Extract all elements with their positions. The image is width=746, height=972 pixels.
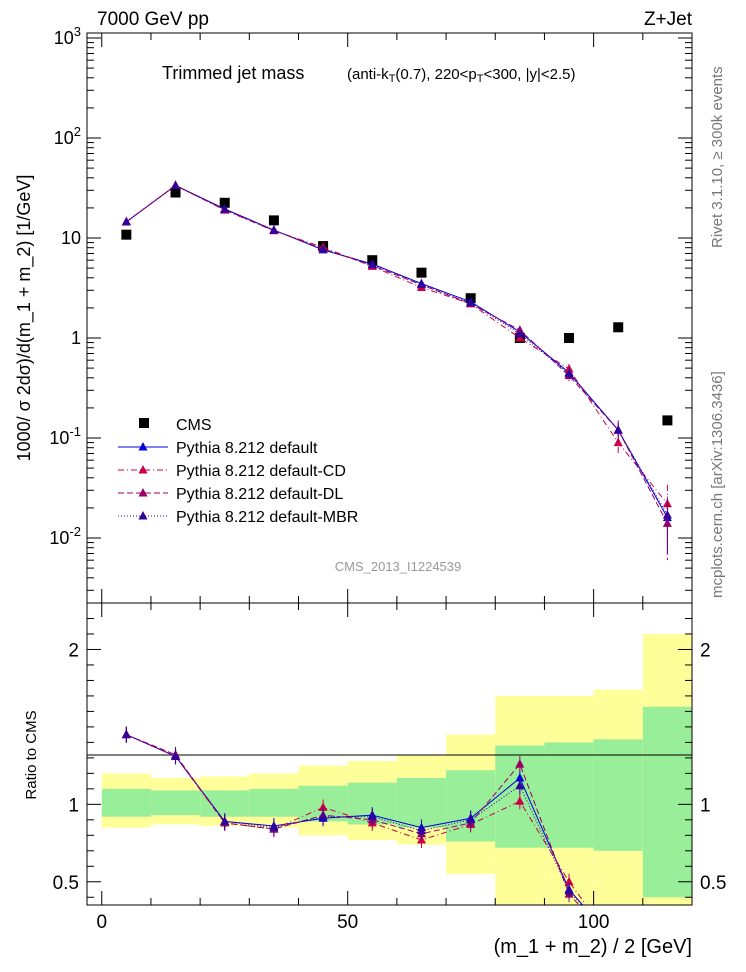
mc-point-triangle <box>367 259 377 268</box>
y-tick-label: 1 <box>71 328 81 348</box>
side-note-mcplots: mcplots.cern.ch [arXiv:1306.3436] <box>709 371 726 598</box>
data-point-square <box>219 197 230 208</box>
main-series <box>121 180 673 561</box>
green-band-bin <box>200 790 250 817</box>
mc-point-triangle <box>121 216 131 226</box>
y-tick-label: 10-1 <box>49 424 81 448</box>
ratio-point <box>121 729 131 739</box>
data-point-square <box>662 415 673 426</box>
ratio-y-tick-label: 1 <box>68 795 79 816</box>
ratio-y-axis-label: Ratio to CMS <box>23 710 40 799</box>
series-line <box>126 184 668 518</box>
mc-point-triangle <box>416 279 426 288</box>
ratio-point <box>367 811 377 821</box>
ratio-point <box>564 886 574 895</box>
ratio-frame <box>86 602 693 906</box>
side-note-rivet: Rivet 3.1.10, ≥ 300k events <box>709 66 726 248</box>
legend-label: Pythia 8.212 default-DL <box>176 486 343 503</box>
x-tick-label: 0 <box>96 912 107 933</box>
ratio-y-tick-label: 0.5 <box>53 873 79 894</box>
x-tick-label: 50 <box>337 912 358 933</box>
series-line <box>126 184 668 505</box>
legend-label: Pythia 8.212 default <box>176 440 318 457</box>
green-band-bin <box>544 742 594 848</box>
legend-label: Pythia 8.212 default-CD <box>176 463 346 480</box>
plot-subtitle: (anti-kT(0.7), 220<pT<300, |y|<2.5) <box>347 66 576 85</box>
green-band-bin <box>101 788 151 817</box>
ratio-point <box>171 751 181 760</box>
green-band-bin <box>150 790 201 816</box>
ratio-point <box>466 814 476 824</box>
process-label: Z+Jet <box>644 9 693 30</box>
mc-point-triangle <box>171 180 181 189</box>
mc-point-triangle <box>564 368 574 378</box>
x-tick-label: 100 <box>578 912 610 933</box>
ratio-line <box>126 734 584 905</box>
legend-marker <box>138 511 148 520</box>
ratio-panel: 0.5 0.5 1 1 2 2 0 50 100 <box>53 602 726 933</box>
y-tick-label: 102 <box>54 124 81 148</box>
legend: CMS Pythia 8.212 default Pythia 8.212 defa… <box>118 417 358 526</box>
ratio-point <box>515 796 525 805</box>
mc-point-triangle <box>220 204 230 213</box>
data-point-square <box>564 333 575 343</box>
ratio-point <box>515 773 525 782</box>
mc-point-triangle <box>466 297 476 307</box>
ratio-series <box>121 726 587 905</box>
ratio-line <box>126 734 587 905</box>
y-tick-label: 103 <box>54 24 81 48</box>
legend-marker <box>138 488 148 497</box>
ratio-y-tick-label-right: 1 <box>700 795 711 816</box>
ratio-point <box>220 816 230 825</box>
ratio-point <box>416 825 426 835</box>
mc-point-triangle <box>662 509 672 519</box>
ratio-y-tick-label-right: 0.5 <box>700 873 726 894</box>
ratio-y-tick-label-right: 2 <box>700 640 711 661</box>
ratio-error-bands <box>101 633 692 905</box>
ratio-point <box>318 811 328 821</box>
ratio-point <box>515 780 525 790</box>
series-line <box>126 184 668 524</box>
ratio-point <box>269 822 279 832</box>
main-y-axis-label: 1000/ σ 2dσ)/d(m_1 + m_2) [1/GeV] <box>14 175 35 462</box>
mc-point-triangle <box>515 328 525 338</box>
data-point-square <box>613 322 624 333</box>
green-band-bin <box>642 706 692 898</box>
ratio-y-tick-label: 2 <box>68 640 79 661</box>
analysis-watermark: CMS_2013_I1224539 <box>335 559 462 574</box>
y-tick-label: 10 <box>61 228 81 248</box>
green-band-bin <box>249 788 299 817</box>
legend-label: Pythia 8.212 default-MBR <box>176 509 358 526</box>
legend-marker <box>139 418 149 428</box>
ratio-ticks: 0.5 0.5 1 1 2 2 0 50 100 <box>53 603 726 933</box>
y-tick-label: 10-2 <box>49 524 81 548</box>
ratio-line <box>126 734 583 905</box>
data-point-square <box>416 267 427 278</box>
legend-marker <box>138 442 148 451</box>
ratio-point <box>564 876 574 886</box>
legend-label: CMS <box>176 417 212 434</box>
green-band-bin <box>593 739 643 851</box>
data-point-square <box>170 187 181 198</box>
mc-point-triangle <box>269 225 279 234</box>
ratio-point <box>515 759 525 768</box>
mc-point-triangle <box>662 518 672 527</box>
x-axis-label: (m_1 + m_2) / 2 [GeV] <box>494 936 692 958</box>
mc-point-triangle <box>318 244 328 253</box>
legend-marker <box>138 465 148 474</box>
mc-point-triangle <box>613 425 623 434</box>
green-band-bin <box>396 778 447 828</box>
plot-title: Trimmed jet mass <box>162 63 304 83</box>
ratio-line <box>126 734 580 905</box>
energy-label: 7000 GeV pp <box>97 9 209 30</box>
series-line <box>126 184 668 516</box>
ratio-point <box>318 802 328 811</box>
data-point-square <box>268 215 279 226</box>
data-point-square <box>121 229 132 240</box>
ratio-series-group <box>121 726 587 905</box>
